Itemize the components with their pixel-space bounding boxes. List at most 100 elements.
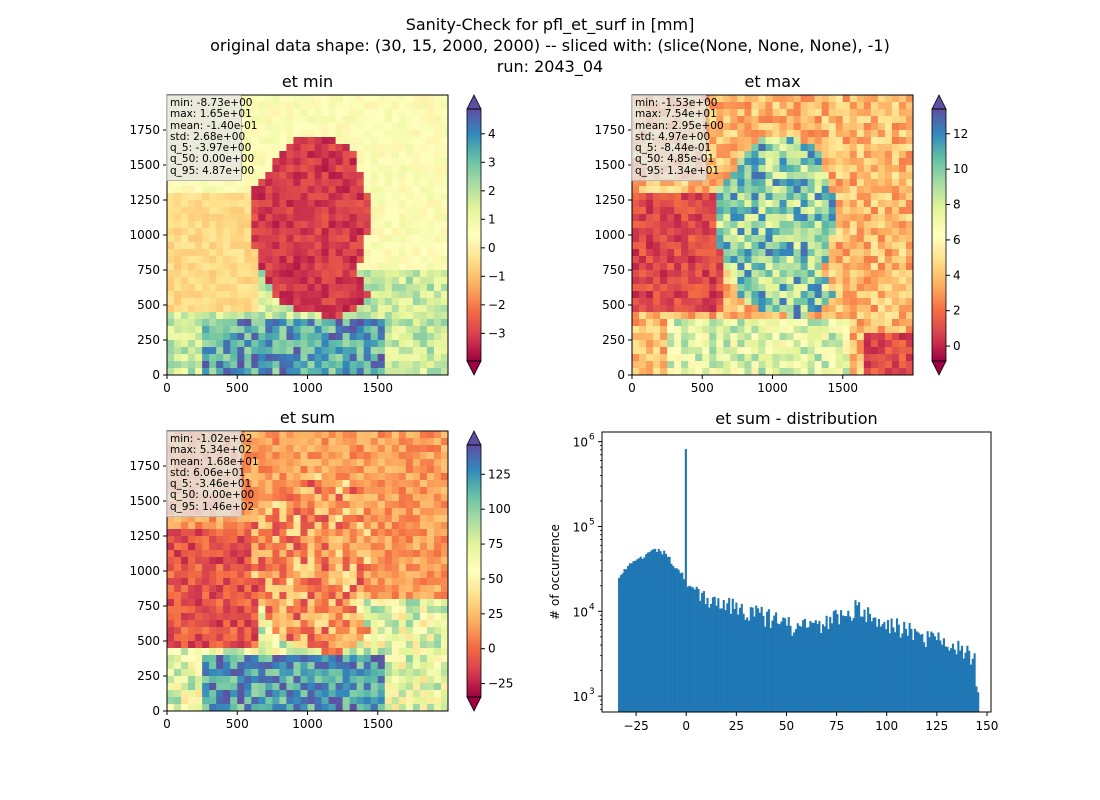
heatmap-cell [863, 144, 872, 152]
heatmap-cell [370, 368, 379, 376]
heatmap-cell [412, 487, 421, 495]
colorbar-tick-label: 2 [953, 304, 961, 318]
heatmap-cell [674, 361, 682, 369]
heatmap-cell [723, 305, 731, 313]
heatmap-cell [279, 529, 287, 537]
heatmap-cell [286, 319, 294, 327]
heatmap-cell [244, 102, 252, 110]
heatmap-cell [237, 305, 245, 313]
heatmap-cell [744, 144, 752, 152]
heatmap-cell [384, 207, 393, 215]
heatmap-cell [174, 522, 182, 530]
heatmap-cell [216, 676, 224, 684]
heatmap-cell [335, 620, 344, 628]
heatmap-cell [321, 123, 329, 131]
heatmap-cell [335, 515, 344, 523]
heatmap-cell [293, 109, 301, 117]
heatmap-cell [363, 466, 372, 474]
heatmap-cell [405, 606, 414, 614]
heatmap-cell [884, 333, 893, 341]
heatmap-cell [863, 109, 872, 117]
heatmap-cell [653, 354, 661, 362]
heatmap-cell [195, 536, 203, 544]
heatmap-cell [405, 473, 414, 481]
heatmap-cell [195, 312, 203, 320]
heatmap-cell [884, 242, 893, 250]
heatmap-cell [314, 669, 322, 677]
heatmap-cell [405, 641, 414, 649]
heatmap-cell [433, 529, 442, 537]
heatmap-cell [660, 361, 668, 369]
heatmap-cell [842, 95, 851, 103]
heatmap-cell [286, 165, 294, 173]
heatmap-cell [370, 354, 379, 362]
heatmap-cell [349, 130, 358, 138]
heatmap-cell [370, 536, 379, 544]
heatmap-cell [758, 158, 766, 166]
heatmap-cell [363, 298, 372, 306]
heatmap-cell [384, 151, 393, 159]
heatmap-cell [209, 704, 217, 712]
heatmap-cell [646, 228, 654, 236]
heatmap-cell [870, 354, 879, 362]
heatmap-cell [772, 151, 780, 159]
heatmap-cell [216, 627, 224, 635]
heatmap-cell [877, 340, 886, 348]
heatmap-cell [335, 158, 344, 166]
heatmap-cell [391, 137, 400, 145]
heatmap-cell [209, 522, 217, 530]
heatmap-cell [398, 312, 407, 320]
heatmap-cell [174, 326, 182, 334]
heatmap-cell [730, 214, 738, 222]
heatmap-cell [307, 697, 315, 705]
heatmap-cell [863, 123, 872, 131]
heatmap-cell [440, 277, 449, 285]
heatmap-cell [419, 655, 428, 663]
heatmap-cell [905, 256, 914, 264]
heatmap-cell [863, 270, 872, 278]
heatmap-cell [856, 270, 865, 278]
heatmap-cell [328, 340, 337, 348]
heatmap-cell [356, 347, 365, 355]
heatmap-cell [335, 361, 344, 369]
heatmap-cell [335, 466, 344, 474]
heatmap-cell [391, 312, 400, 320]
heatmap-cell [342, 361, 351, 369]
heatmap-cell [349, 186, 358, 194]
heatmap-cell [328, 676, 337, 684]
histogram-bar [675, 568, 678, 712]
heatmap-cell [730, 123, 738, 131]
heatmap-cell [300, 186, 308, 194]
heatmap-cell [195, 284, 203, 292]
heatmap-cell [167, 599, 175, 607]
heatmap-cell [356, 130, 365, 138]
heatmap-cell [363, 368, 372, 376]
heatmap-cell [412, 298, 421, 306]
heatmap-cell [744, 263, 752, 271]
heatmap-cell [328, 438, 337, 446]
heatmap-cell [384, 480, 393, 488]
heatmap-cell [440, 494, 449, 502]
heatmap-cell [793, 165, 802, 173]
heatmap-cell [433, 144, 442, 152]
heatmap-cell [314, 270, 322, 278]
heatmap-cell [342, 501, 351, 509]
heatmap-cell [391, 179, 400, 187]
heatmap-cell [842, 305, 851, 313]
heatmap-cell [349, 704, 358, 712]
heatmap-cell [433, 641, 442, 649]
heatmap-cell [181, 683, 189, 691]
heatmap-cell [821, 305, 830, 313]
heatmap-cell [793, 186, 802, 194]
heatmap-cell [786, 284, 794, 292]
heatmap-cell [419, 662, 428, 670]
heatmap-cell [349, 249, 358, 257]
heatmap-cell [342, 130, 351, 138]
heatmap-cell [786, 368, 794, 376]
heatmap-cell [898, 221, 907, 229]
heatmap-cell [342, 508, 351, 516]
heatmap-cell [363, 123, 372, 131]
heatmap-cell [370, 333, 379, 341]
heatmap-cell [800, 214, 809, 222]
heatmap-cell [730, 200, 738, 208]
